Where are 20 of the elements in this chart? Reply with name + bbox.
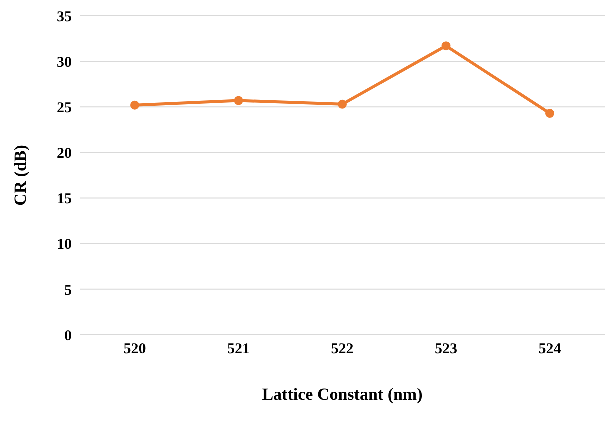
point (338, 100, 347, 109)
y-tick-label: 0 (64, 328, 72, 344)
x-tick-label: 523 (435, 342, 458, 358)
x-tick-label: 520 (124, 342, 146, 358)
y-tick-label: 20 (57, 146, 72, 162)
y-tick-label: 15 (57, 192, 72, 208)
y-tick-label: 30 (57, 54, 72, 71)
x-tick-label: 524 (538, 342, 562, 358)
y-tick-label: 5 (64, 282, 72, 299)
x-tick-label: 522 (331, 342, 354, 358)
y-axis-title: CR (dB) (11, 145, 30, 206)
point (234, 96, 244, 106)
point (546, 109, 554, 118)
y-tick-label: 25 (57, 100, 72, 116)
point (442, 42, 451, 51)
point (130, 100, 140, 110)
y-tick-label: 10 (57, 237, 72, 254)
x-axis-title: Lattice Constant (nm) (262, 385, 423, 404)
x-tick-label: 521 (228, 342, 250, 358)
y-tick-label: 35 (57, 9, 72, 26)
